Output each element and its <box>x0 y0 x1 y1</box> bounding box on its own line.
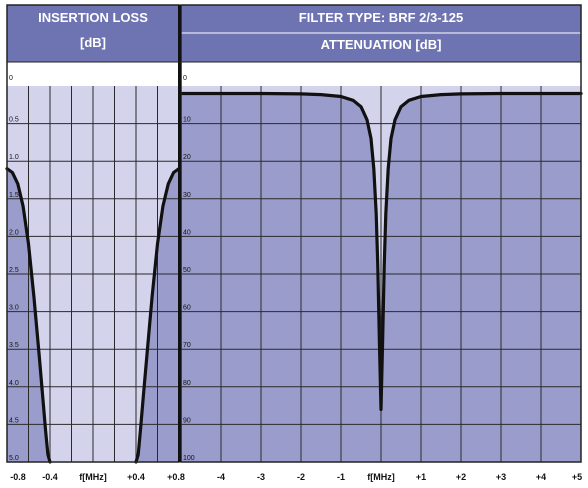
left-header-title: INSERTION LOSS <box>38 10 148 25</box>
y-tick-label: 3.0 <box>9 305 19 312</box>
y-tick-label: 3.5 <box>9 342 19 349</box>
y-tick-label: 4.5 <box>9 417 19 424</box>
y-tick-label: 40 <box>183 229 191 236</box>
curve-fill-area <box>181 93 581 463</box>
x-tick-label: +0.8 <box>167 472 185 482</box>
y-tick-label: 0 <box>183 75 187 82</box>
x-tick-label: -4 <box>217 472 225 482</box>
y-tick-label: 60 <box>183 305 191 312</box>
y-tick-label: 2.0 <box>9 229 19 236</box>
y-tick-label: 50 <box>183 267 191 274</box>
response-curve <box>5 167 52 464</box>
x-tick-label: -1 <box>337 472 345 482</box>
left-header-bg <box>7 5 179 62</box>
y-tick-label: 1.5 <box>9 192 19 199</box>
response-curve <box>179 91 583 411</box>
x-tick-label: +1 <box>416 472 426 482</box>
left-header-unit: [dB] <box>80 35 106 50</box>
x-tick-label: -0.8 <box>10 472 26 482</box>
y-tick-label: 90 <box>183 417 191 424</box>
x-tick-label: f[MHz] <box>367 472 395 482</box>
y-tick-label: 100 <box>183 455 195 462</box>
y-tick-label: 20 <box>183 154 191 161</box>
x-tick-label: +4 <box>536 472 546 482</box>
y-tick-label: 0 <box>9 75 13 82</box>
y-tick-label: 2.5 <box>9 267 19 274</box>
x-tick-label: +2 <box>456 472 466 482</box>
x-tick-label: +5 <box>572 472 582 482</box>
response-curve <box>134 167 181 464</box>
y-tick-label: 4.0 <box>9 380 19 387</box>
x-tick-label: +3 <box>496 472 506 482</box>
x-tick-label: -3 <box>257 472 265 482</box>
x-tick-label: -0.4 <box>42 472 58 482</box>
y-tick-label: 0.5 <box>9 117 19 124</box>
y-tick-label: 80 <box>183 380 191 387</box>
y-tick-label: 10 <box>183 117 191 124</box>
x-tick-label: +0.4 <box>127 472 145 482</box>
right-header-title: FILTER TYPE: BRF 2/3-125 <box>299 10 463 25</box>
y-tick-label: 5.0 <box>9 455 19 462</box>
y-tick-label: 1.0 <box>9 154 19 161</box>
y-tick-label: 70 <box>183 342 191 349</box>
right-header-unit: ATTENUATION [dB] <box>321 37 442 52</box>
x-tick-label: f[MHz] <box>79 472 107 482</box>
x-tick-label: -2 <box>297 472 305 482</box>
y-tick-label: 30 <box>183 192 191 199</box>
